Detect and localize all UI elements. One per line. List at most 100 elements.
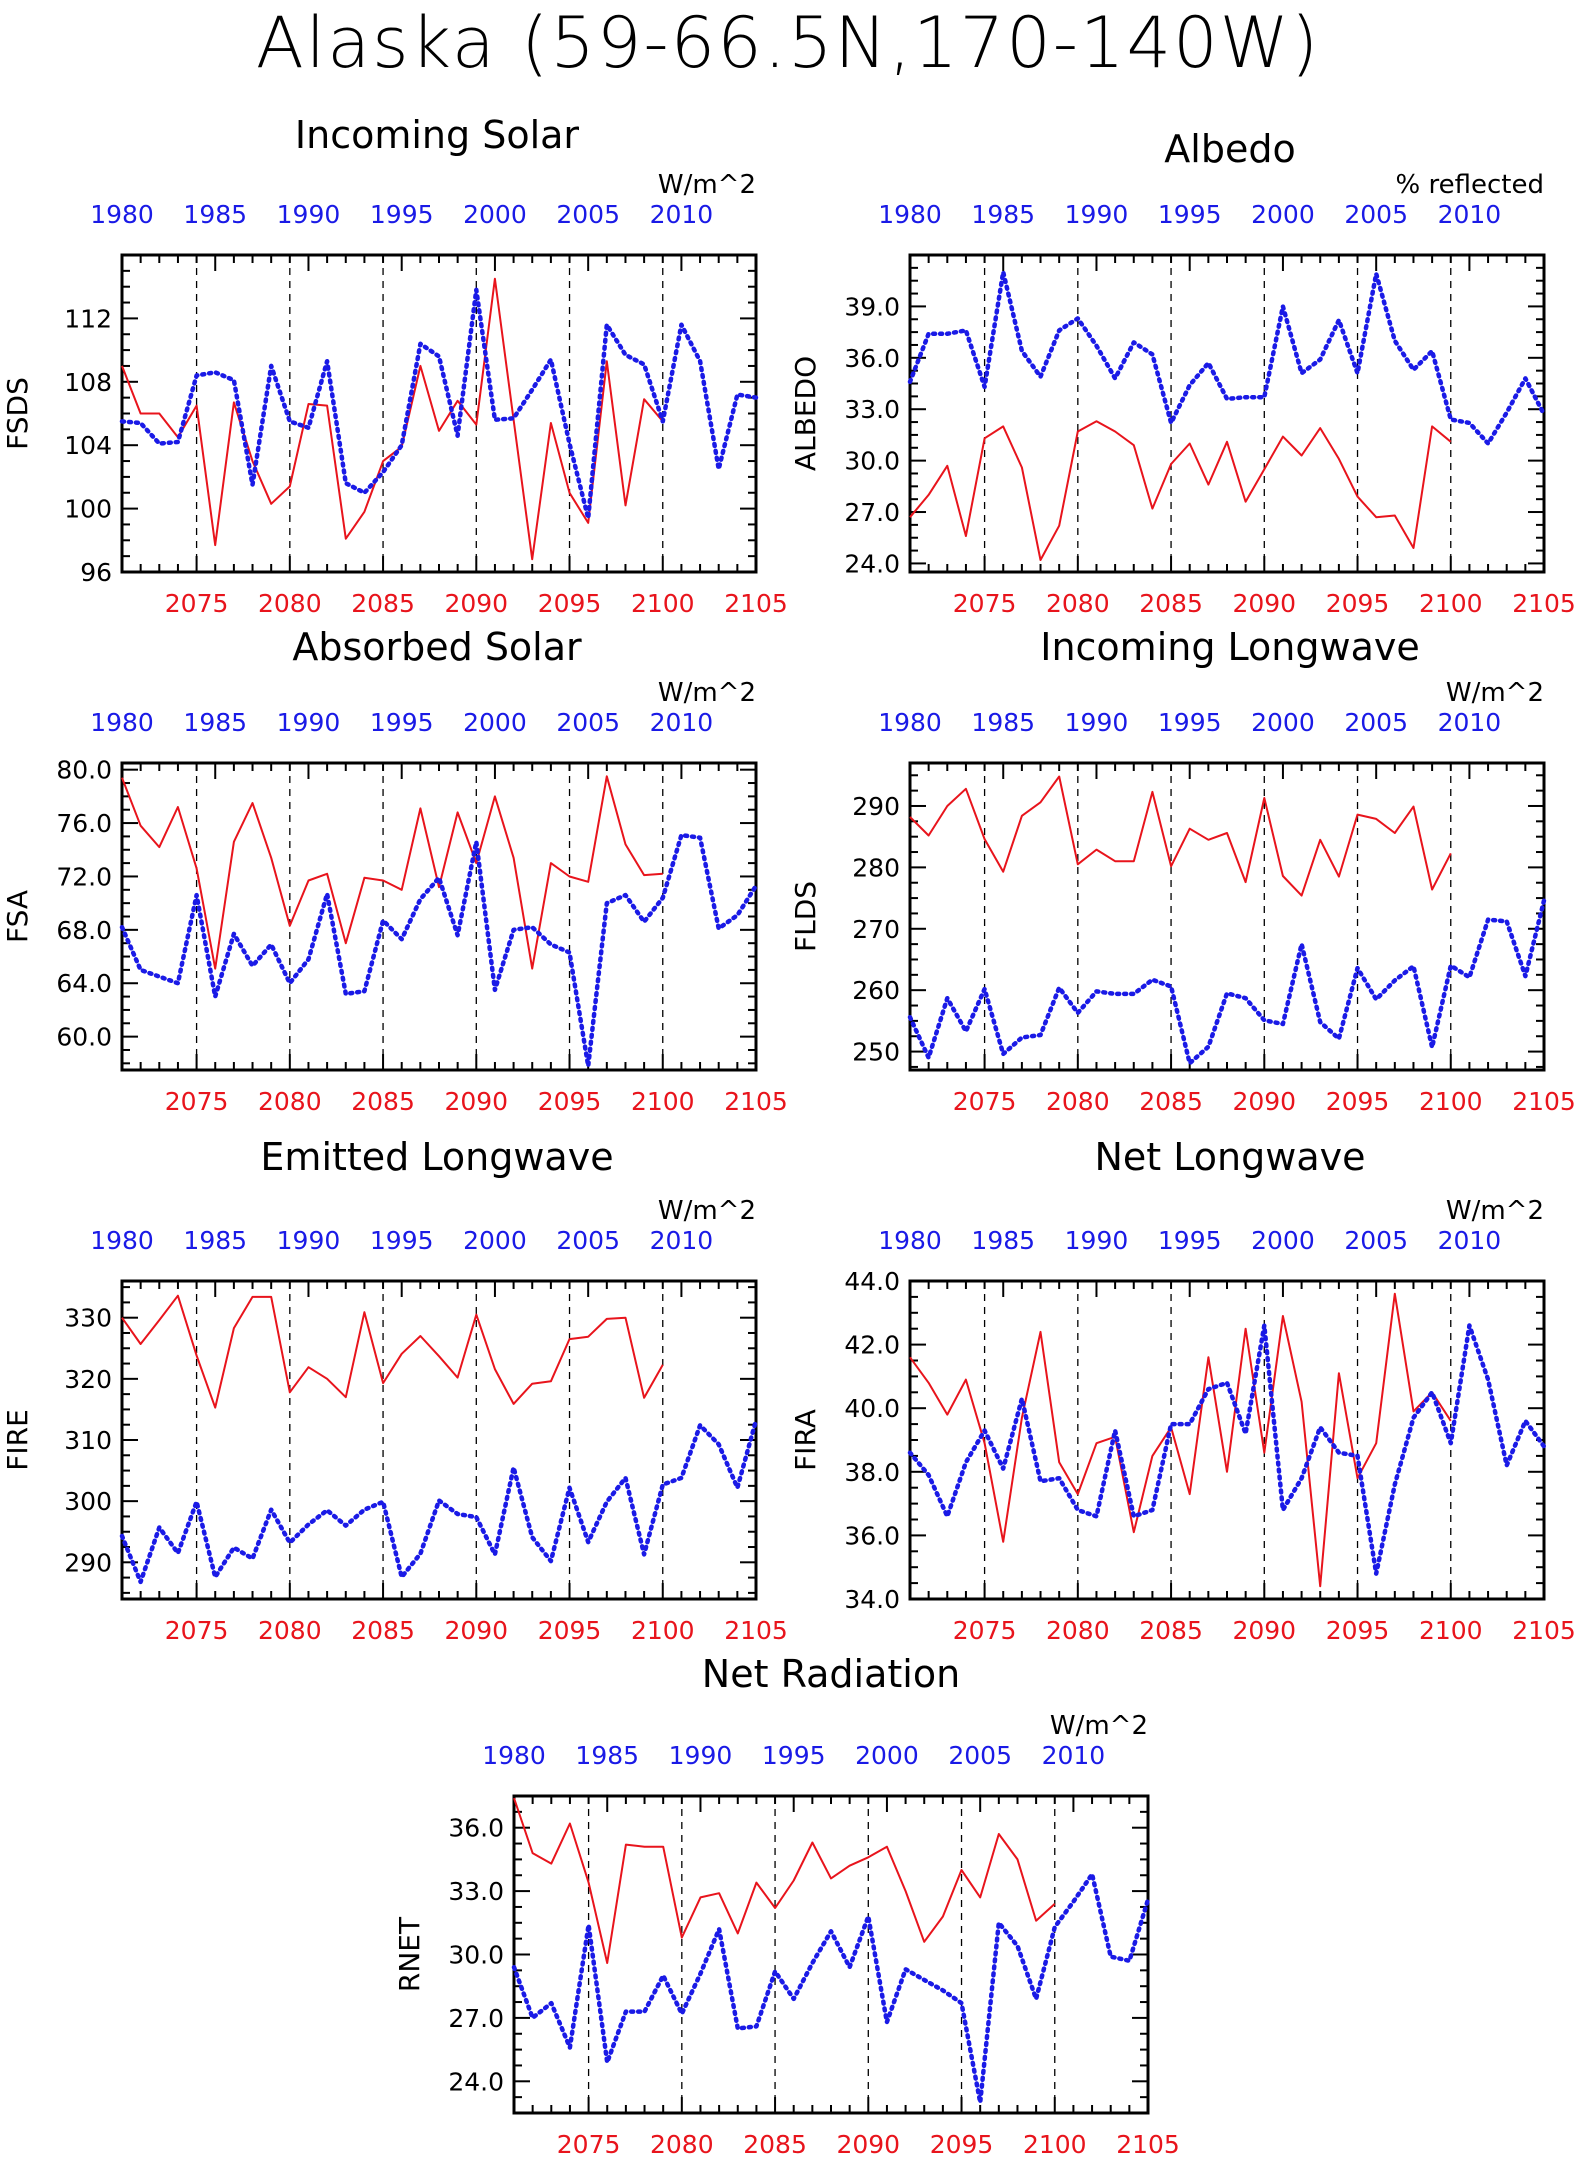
x-top-tick-label: 1980 (878, 1226, 942, 1255)
x-tick-label: 2080 (1046, 1087, 1110, 1116)
x-top-tick-label: 1985 (971, 1226, 1035, 1255)
x-tick-label: 2095 (930, 2130, 994, 2159)
y-tick-label: 290 (64, 1548, 112, 1577)
x-top-tick-label: 2005 (1344, 200, 1408, 229)
series-line-past (907, 1323, 1547, 1576)
x-tick-label: 2075 (557, 2130, 621, 2159)
x-top-tick-label: 1985 (575, 1741, 639, 1770)
y-tick-label: 27.0 (448, 2004, 504, 2033)
x-top-tick-label: 1995 (370, 1226, 434, 1255)
x-top-tick-label: 1985 (971, 200, 1035, 229)
units-label: W/m^2 (1050, 1711, 1148, 1741)
y-tick-label: 280 (852, 853, 900, 882)
x-tick-label: 2080 (258, 1616, 322, 1645)
x-tick-label: 2095 (1326, 589, 1390, 618)
x-top-tick-label: 1980 (878, 200, 942, 229)
y-tick-label: 250 (852, 1038, 900, 1067)
x-tick-label: 2100 (1419, 589, 1483, 618)
series-line-past (907, 898, 1547, 1066)
x-tick-label: 2105 (724, 589, 788, 618)
series-line-past (119, 832, 759, 1069)
y-tick-label: 24.0 (448, 2067, 504, 2096)
y-tick-label: 34.0 (844, 1585, 900, 1614)
series-line-future (121, 1294, 664, 1409)
x-tick-label: 2100 (631, 589, 695, 618)
y-tick-label: 72.0 (56, 862, 112, 891)
x-top-tick-label: 1995 (1158, 708, 1222, 737)
x-tick-label: 2095 (538, 1616, 602, 1645)
y-axis-label: RNET (393, 1916, 426, 1992)
x-top-tick-label: 1990 (1065, 708, 1129, 737)
x-tick-label: 2095 (538, 589, 602, 618)
x-tick-label: 2085 (351, 1087, 415, 1116)
chart-fsds: Incoming Solar W/m^2 2075 2080 2085 2090 2095 2… (1, 113, 788, 618)
y-tick-label: 24.0 (844, 549, 900, 578)
x-top-tick-label: 2010 (1438, 1226, 1502, 1255)
x-top-tick-label: 2010 (1438, 200, 1502, 229)
x-tick-label: 2095 (1326, 1087, 1390, 1116)
x-tick-label: 2075 (953, 589, 1017, 618)
x-tick-label: 2075 (953, 1616, 1017, 1645)
x-top-tick-label: 1980 (90, 708, 154, 737)
x-tick-label: 2090 (444, 1087, 508, 1116)
y-tick-label: 100 (64, 495, 112, 524)
units-label: W/m^2 (1446, 1196, 1544, 1226)
chart-title: Albedo (1164, 127, 1295, 171)
series-line-future (121, 277, 664, 561)
x-tick-label: 2100 (1419, 1616, 1483, 1645)
x-tick-label: 2095 (538, 1087, 602, 1116)
x-tick-label: 2105 (1512, 1087, 1576, 1116)
x-top-tick-label: 2005 (556, 708, 620, 737)
x-tick-label: 2085 (1139, 1087, 1203, 1116)
series-line-past (511, 1871, 1151, 2105)
x-top-tick-label: 2010 (1438, 708, 1502, 737)
x-tick-label: 2085 (1139, 1616, 1203, 1645)
x-top-tick-label: 2010 (1042, 1741, 1106, 1770)
series-line-future (909, 775, 1452, 897)
x-tick-label: 2090 (444, 589, 508, 618)
y-tick-label: 270 (852, 915, 900, 944)
series-line-past (907, 269, 1547, 446)
units-label: W/m^2 (658, 678, 756, 708)
page-title: Alaska (59-66.5N,170-140W) (255, 2, 1321, 84)
units-label: W/m^2 (1446, 678, 1544, 708)
y-tick-label: 42.0 (844, 1331, 900, 1360)
x-top-tick-label: 2005 (1344, 1226, 1408, 1255)
y-tick-label: 330 (64, 1304, 112, 1333)
series-line-past (119, 1418, 759, 1585)
x-top-tick-label: 2000 (463, 708, 527, 737)
x-top-tick-label: 1995 (1158, 200, 1222, 229)
x-tick-label: 2100 (1023, 2130, 1087, 2159)
units-label: W/m^2 (658, 1196, 756, 1226)
chart-fsa: Absorbed Solar W/m^2 2075 2080 2085 2090 2095 2… (1, 625, 788, 1116)
y-tick-label: 320 (64, 1365, 112, 1394)
y-tick-label: 300 (64, 1487, 112, 1516)
x-top-tick-label: 2000 (463, 200, 527, 229)
x-tick-label: 2075 (165, 1616, 229, 1645)
y-tick-label: 64.0 (56, 969, 112, 998)
chart-rnet: Net Radiation W/m^2 2075 2080 2085 2090 2095 21… (393, 1652, 1180, 2159)
y-axis-label: ALBEDO (789, 356, 822, 471)
y-tick-label: 44.0 (844, 1267, 900, 1296)
x-top-tick-label: 2005 (1344, 708, 1408, 737)
x-top-tick-label: 1990 (277, 1226, 341, 1255)
y-axis-label: FSA (1, 890, 34, 943)
chart-fire: Emitted Longwave W/m^2 2075 2080 2085 2090 209… (1, 1135, 788, 1645)
x-top-tick-label: 1990 (1065, 1226, 1129, 1255)
series-line-future (121, 775, 663, 970)
x-top-tick-label: 2000 (463, 1226, 527, 1255)
x-tick-label: 2105 (724, 1087, 788, 1116)
x-tick-label: 2080 (258, 1087, 322, 1116)
y-tick-label: 36.0 (844, 1521, 900, 1550)
x-top-tick-label: 1990 (1065, 200, 1129, 229)
y-axis-label: FLDS (789, 881, 822, 952)
x-top-tick-label: 1995 (370, 708, 434, 737)
x-tick-label: 2085 (351, 1616, 415, 1645)
y-tick-label: 260 (852, 976, 900, 1005)
y-tick-label: 290 (852, 792, 900, 821)
x-top-tick-label: 1995 (1158, 1226, 1222, 1255)
x-top-tick-label: 2000 (1251, 1226, 1315, 1255)
plot-frame (120, 1279, 758, 1601)
x-top-tick-label: 1990 (277, 200, 341, 229)
